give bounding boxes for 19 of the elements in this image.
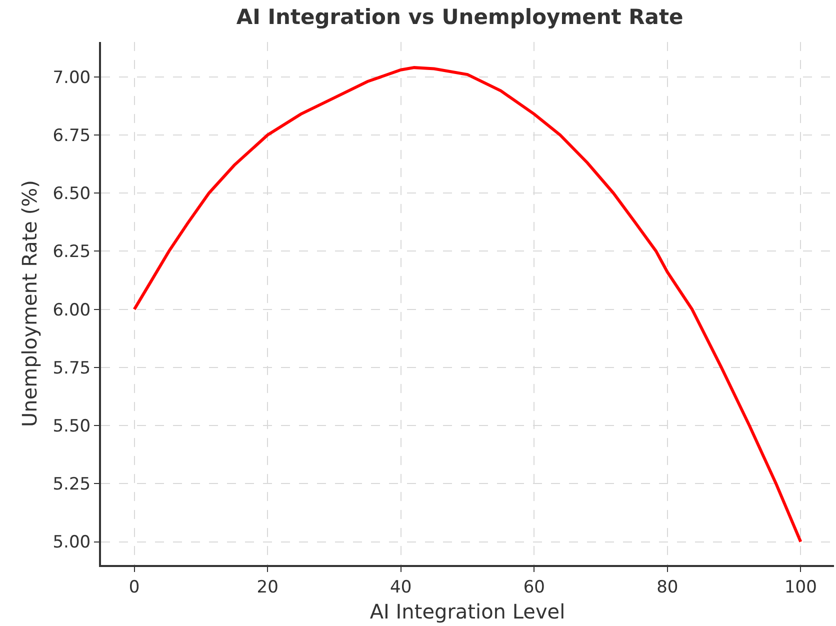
x-tick-label: 60 xyxy=(523,577,545,598)
x-tick-label: 100 xyxy=(784,577,817,598)
y-tick-label: 5.25 xyxy=(52,474,91,495)
line-series xyxy=(132,66,802,544)
y-tick-label: 6.75 xyxy=(52,126,91,146)
x-axis-title: AI Integration Level xyxy=(370,599,566,624)
x-tick-label: 80 xyxy=(656,577,678,598)
y-tick-label: 5.75 xyxy=(52,358,91,378)
y-tick-label: 6.50 xyxy=(52,184,91,204)
chart-title: AI Integration vs Unemployment Rate xyxy=(236,5,684,30)
x-tick-label: 40 xyxy=(390,577,412,598)
y-tick-label: 7.00 xyxy=(52,68,91,88)
x-tick-label: 0 xyxy=(128,577,140,598)
y-tick-label: 6.00 xyxy=(52,300,91,320)
x-tick-label: 20 xyxy=(256,577,278,598)
y-tick-label: 5.50 xyxy=(52,416,91,436)
y-axis-title: Unemployment Rate (%) xyxy=(18,180,42,427)
y-tick-label: 6.25 xyxy=(52,242,91,262)
y-tick-label: 5.00 xyxy=(52,532,91,553)
